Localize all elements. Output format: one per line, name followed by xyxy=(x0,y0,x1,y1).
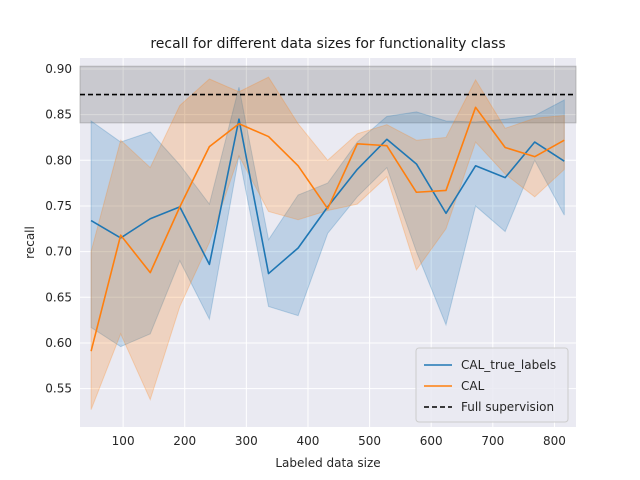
line-cal xyxy=(90,106,565,352)
x-tick-label: 700 xyxy=(481,434,504,448)
y-tick-label: 0.85 xyxy=(45,108,72,122)
legend-label-full-supervision: Full supervision xyxy=(461,400,554,414)
series-lines xyxy=(80,93,576,352)
x-tick-label: 600 xyxy=(420,434,443,448)
x-tick-label: 100 xyxy=(112,434,135,448)
legend-label-cal: CAL xyxy=(461,379,485,393)
band-cal xyxy=(90,76,565,410)
y-axis-title: recall xyxy=(23,226,37,259)
legend-label-cal-true-labels: CAL_true_labels xyxy=(461,358,556,372)
x-axis-title: Labeled data size xyxy=(275,456,380,470)
y-tick-labels: 0.55 0.60 0.65 0.70 0.75 0.80 0.85 0.90 xyxy=(45,62,72,396)
y-tick-label: 0.60 xyxy=(45,336,72,350)
legend-box xyxy=(415,347,569,423)
y-tick-label: 0.65 xyxy=(45,290,72,304)
y-tick-label: 0.70 xyxy=(45,245,72,259)
y-tick-label: 0.90 xyxy=(45,62,72,76)
x-tick-label: 800 xyxy=(543,434,566,448)
band-cal-true-labels xyxy=(90,87,565,348)
y-tick-label: 0.55 xyxy=(45,382,72,396)
x-tick-label: 300 xyxy=(235,434,258,448)
chart-title: recall for different data sizes for func… xyxy=(150,36,505,52)
x-tick-label: 500 xyxy=(358,434,381,448)
legend: CAL_true_labels CAL Full supervision xyxy=(415,347,569,423)
confidence-bands xyxy=(79,65,577,410)
x-tick-label: 200 xyxy=(173,434,196,448)
y-tick-label: 0.80 xyxy=(45,153,72,167)
x-tick-labels: 100 200 300 400 500 600 700 800 xyxy=(112,434,566,448)
grid-lines xyxy=(80,58,576,427)
x-tick-label: 400 xyxy=(297,434,320,448)
y-tick-label: 0.75 xyxy=(45,199,72,213)
